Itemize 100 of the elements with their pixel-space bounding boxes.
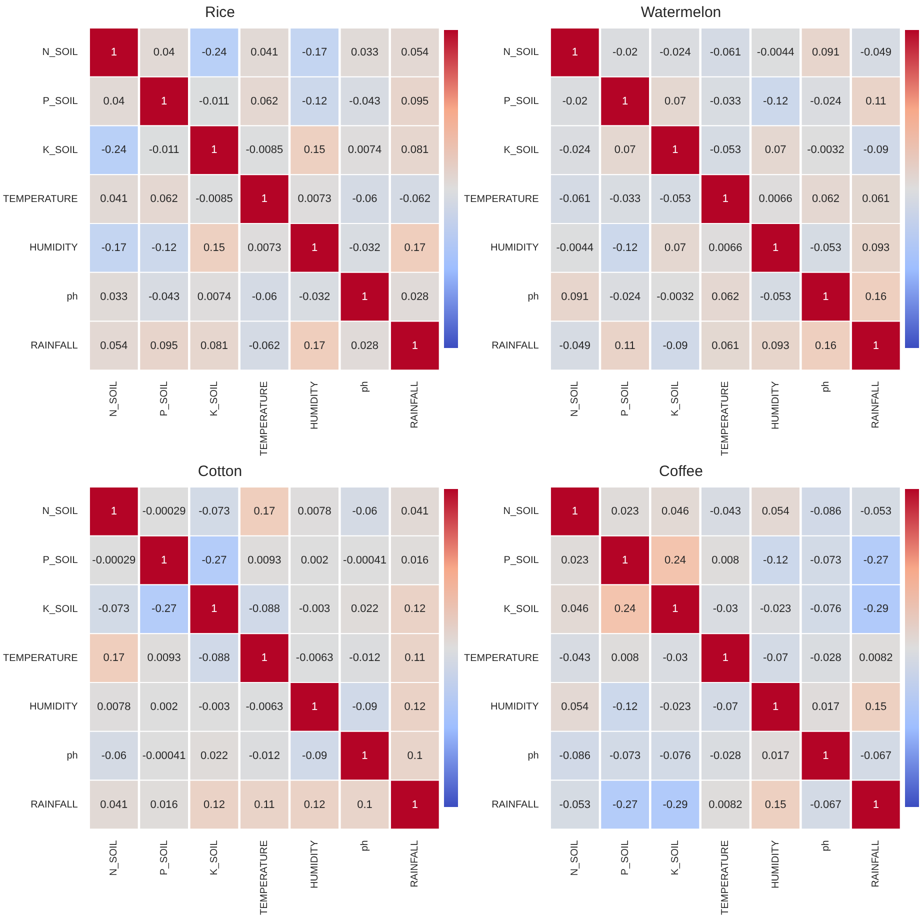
data-label: 0.15 (304, 144, 326, 156)
data-label: -0.023 (660, 701, 691, 714)
data-label: 1 (872, 340, 879, 352)
y-tick-label: K_SOIL (42, 144, 78, 156)
data-label: 0.15 (204, 242, 225, 254)
data-label: 0.07 (664, 95, 686, 108)
data-label: 0.17 (103, 652, 125, 664)
x-tick-label: P_SOIL (158, 840, 170, 876)
y-tick-label: TEMPERATURE (2, 652, 78, 664)
data-label: 0.016 (401, 554, 429, 566)
data-label: -0.011 (199, 95, 230, 108)
data-label: 0.24 (614, 603, 636, 616)
data-label: 0.07 (614, 144, 636, 156)
x-tick-label: ph (820, 381, 832, 392)
data-label: -0.028 (810, 652, 842, 664)
x-tick-label: N_SOIL (108, 380, 120, 417)
data-label: 0.0093 (248, 554, 282, 566)
data-label: -0.024 (660, 46, 691, 58)
data-label: 0.15 (865, 701, 887, 714)
x-tick-label: ph (820, 840, 832, 852)
data-label: -0.073 (609, 750, 641, 762)
data-label: -0.09 (662, 340, 688, 352)
data-label: 0.17 (254, 505, 276, 518)
data-label: 0.081 (401, 144, 429, 156)
y-tick-label: RAINFALL (492, 799, 540, 810)
data-label: -0.003 (298, 603, 330, 616)
x-tick-label: HUMIDITY (770, 840, 782, 889)
data-label: 0.04 (103, 95, 125, 108)
data-label: -0.076 (810, 603, 842, 616)
y-tick-label: TEMPERATURE (464, 194, 540, 205)
data-label: 0.054 (100, 340, 128, 352)
data-label: -0.0044 (556, 242, 594, 254)
data-label: 0.054 (401, 46, 429, 58)
data-label: 0.0073 (248, 242, 282, 254)
data-label: 0.1 (407, 750, 423, 762)
data-label: 0.093 (762, 340, 790, 352)
data-label: 0.12 (304, 798, 326, 811)
y-tick-label: RAINFALL (30, 340, 78, 352)
data-label: -0.053 (760, 290, 792, 303)
x-tick-label: RAINFALL (870, 840, 882, 888)
data-label: 0.24 (664, 554, 686, 566)
data-label: -0.00041 (343, 554, 386, 566)
data-label: 0.061 (712, 340, 740, 352)
data-label: 1 (572, 505, 578, 518)
data-label: -0.27 (202, 554, 227, 566)
data-label: 0.041 (100, 193, 128, 206)
data-label: 1 (622, 554, 628, 566)
data-label: -0.053 (559, 798, 591, 811)
data-label: 1 (261, 193, 268, 206)
y-tick-label: N_SOIL (42, 506, 78, 518)
data-label: 0.095 (150, 340, 178, 352)
data-label: 0.11 (404, 652, 426, 664)
data-label: -0.24 (101, 144, 126, 156)
data-label: -0.024 (609, 290, 641, 303)
data-label: -0.12 (612, 242, 638, 254)
data-label: -0.06 (352, 193, 378, 206)
y-tick-label: N_SOIL (503, 47, 540, 58)
data-label: 1 (362, 290, 368, 303)
data-label: -0.049 (860, 46, 892, 58)
data-label: -0.011 (148, 144, 180, 156)
x-tick-label: RAINFALL (410, 380, 421, 428)
y-tick-label: P_SOIL (42, 555, 78, 566)
data-label: -0.00041 (142, 750, 186, 762)
chart-title: Cotton (198, 463, 242, 480)
x-tick-label: P_SOIL (620, 380, 631, 416)
data-label: -0.088 (248, 603, 280, 616)
y-tick-label: TEMPERATURE (2, 194, 78, 205)
data-label: -0.0063 (246, 701, 284, 714)
data-label: 0.062 (150, 193, 178, 206)
data-label: -0.29 (662, 798, 688, 811)
x-tick-label: TEMPERATURE (720, 380, 732, 456)
y-tick-label: K_SOIL (504, 144, 540, 156)
data-label: -0.0044 (756, 46, 794, 58)
y-tick-label: ph (528, 750, 539, 762)
data-label: -0.09 (302, 750, 328, 762)
data-label: -0.17 (302, 46, 328, 58)
y-tick-label: RAINFALL (30, 799, 78, 810)
data-label: -0.27 (863, 554, 888, 566)
data-label: 0.0078 (97, 701, 131, 714)
data-label: 0.033 (100, 290, 128, 303)
data-label: -0.09 (352, 701, 378, 714)
data-label: -0.06 (101, 750, 126, 762)
data-label: 1 (622, 95, 628, 108)
data-label: 1 (672, 144, 678, 156)
data-label: 0.022 (200, 750, 228, 762)
data-label: -0.073 (98, 603, 130, 616)
data-label: 1 (312, 242, 318, 254)
y-tick-label: RAINFALL (492, 340, 540, 352)
data-label: -0.07 (763, 652, 788, 664)
data-label: -0.06 (252, 290, 277, 303)
y-tick-label: N_SOIL (42, 47, 78, 58)
data-label: 0.062 (250, 95, 278, 108)
data-label: -0.0085 (196, 193, 233, 206)
data-label: -0.062 (399, 193, 431, 206)
data-label: 0.046 (661, 505, 690, 518)
data-label: -0.0032 (807, 144, 844, 156)
data-label: 1 (872, 798, 879, 811)
data-label: 0.12 (204, 798, 225, 811)
x-tick-label: HUMIDITY (309, 840, 320, 889)
data-label: -0.29 (863, 603, 888, 616)
